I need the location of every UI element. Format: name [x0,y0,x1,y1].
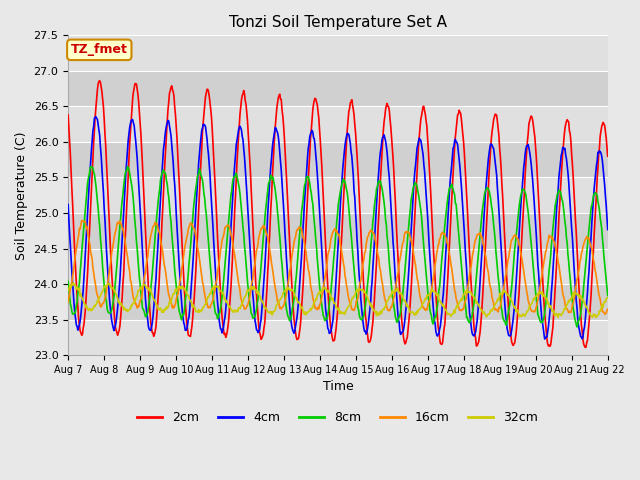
Legend: 2cm, 4cm, 8cm, 16cm, 32cm: 2cm, 4cm, 8cm, 16cm, 32cm [132,406,543,429]
Bar [68,107,608,142]
Bar [68,178,608,213]
Bar [68,284,608,320]
Text: TZ_fmet: TZ_fmet [71,43,128,56]
Title: Tonzi Soil Temperature Set A: Tonzi Soil Temperature Set A [229,15,447,30]
Y-axis label: Soil Temperature (C): Soil Temperature (C) [15,131,28,260]
Bar [68,71,608,107]
X-axis label: Time: Time [323,381,353,394]
Bar [68,249,608,284]
Bar [68,142,608,178]
Bar [68,36,608,71]
Bar [68,213,608,249]
Bar [68,320,608,355]
